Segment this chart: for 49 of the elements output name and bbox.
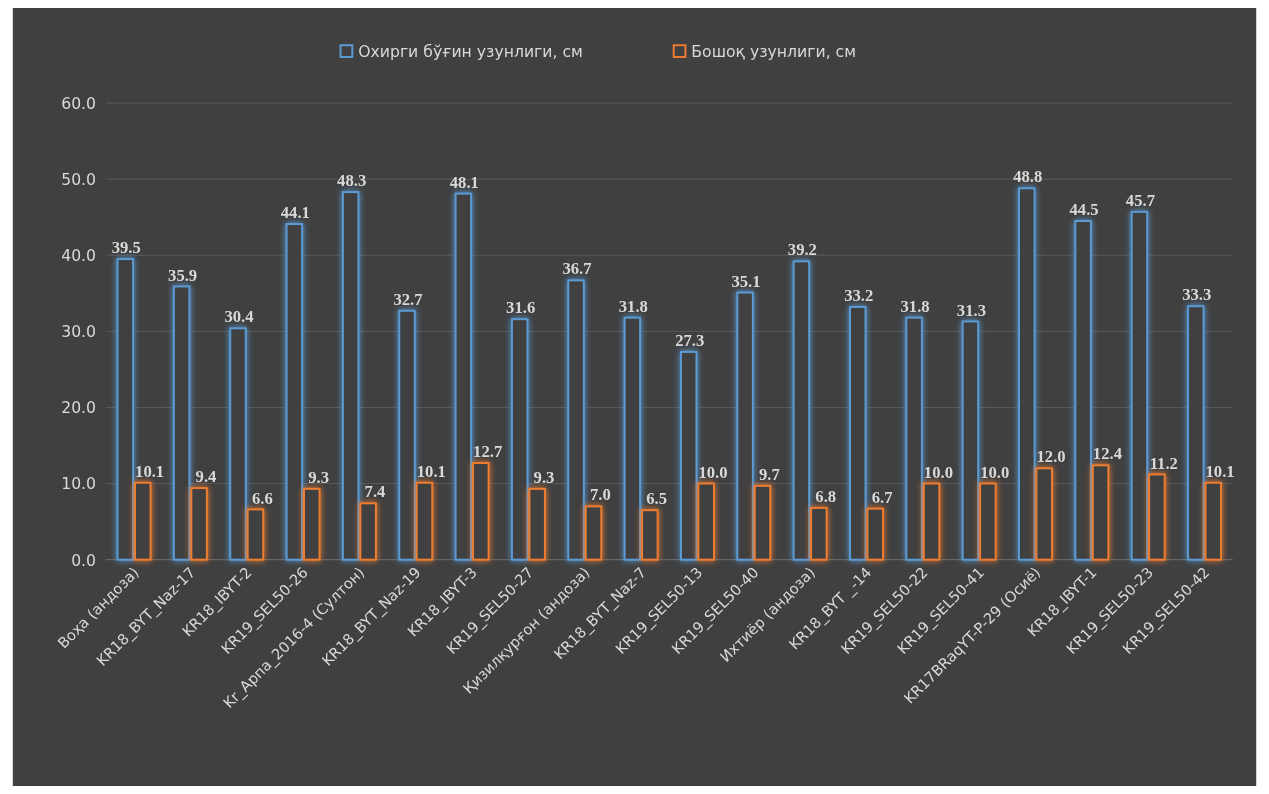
data-label: 31.8 (618, 296, 648, 316)
data-label: 33.2 (844, 286, 874, 306)
data-label: 31.6 (506, 298, 536, 318)
data-label: 7.4 (364, 482, 387, 502)
data-label: 31.3 (956, 300, 986, 320)
data-label: 44.5 (1069, 200, 1099, 220)
data-label: 30.4 (224, 307, 255, 327)
data-label: 11.2 (1149, 453, 1178, 473)
data-label: 12.4 (1092, 444, 1123, 464)
y-tick-label: 30.0 (61, 322, 97, 342)
data-label: 9.3 (533, 468, 555, 487)
data-label: 9.3 (308, 468, 330, 487)
data-label: 10.0 (923, 462, 953, 482)
y-tick-label: 50.0 (61, 170, 97, 190)
data-label: 10.0 (980, 462, 1010, 482)
y-tick-label: 40.0 (61, 246, 97, 266)
data-label: 27.3 (675, 331, 705, 351)
y-tick-label: 0.0 (71, 550, 97, 570)
data-label: 6.7 (871, 487, 893, 507)
y-tick-label: 60.0 (61, 93, 97, 113)
data-label: 10.1 (416, 461, 446, 481)
data-label: 45.7 (1125, 190, 1155, 210)
data-label: 48.1 (449, 172, 479, 192)
data-label: 35.9 (168, 265, 198, 285)
data-label: 36.7 (562, 259, 592, 279)
data-label: 12.0 (1036, 447, 1066, 467)
data-label: 33.3 (1182, 285, 1212, 305)
data-label: 39.5 (111, 238, 141, 258)
data-label: 31.8 (900, 296, 930, 316)
data-label: 10.0 (698, 462, 728, 482)
data-label: 10.1 (1205, 461, 1235, 481)
data-label: 6.5 (646, 489, 668, 509)
data-label: 35.1 (731, 271, 761, 291)
data-label: 9.4 (195, 467, 218, 487)
data-label: 6.8 (815, 487, 837, 507)
data-label: 32.7 (393, 289, 423, 309)
data-label: 7.0 (589, 485, 611, 505)
y-tick-label: 10.0 (61, 474, 97, 494)
y-tick-label: 20.0 (61, 398, 97, 418)
data-label: 44.1 (280, 203, 310, 223)
legend-label: Бошоқ узунлиги, см (691, 41, 857, 61)
data-label: 6.6 (251, 488, 273, 508)
data-label: 39.2 (787, 240, 817, 260)
legend-label: Охирги бўғин узунлиги, см (358, 41, 583, 61)
data-label: 9.7 (758, 464, 780, 484)
data-label: 48.8 (1013, 167, 1043, 187)
data-label: 48.3 (337, 171, 367, 191)
data-label: 10.1 (135, 461, 165, 481)
data-label: 12.7 (473, 442, 503, 462)
